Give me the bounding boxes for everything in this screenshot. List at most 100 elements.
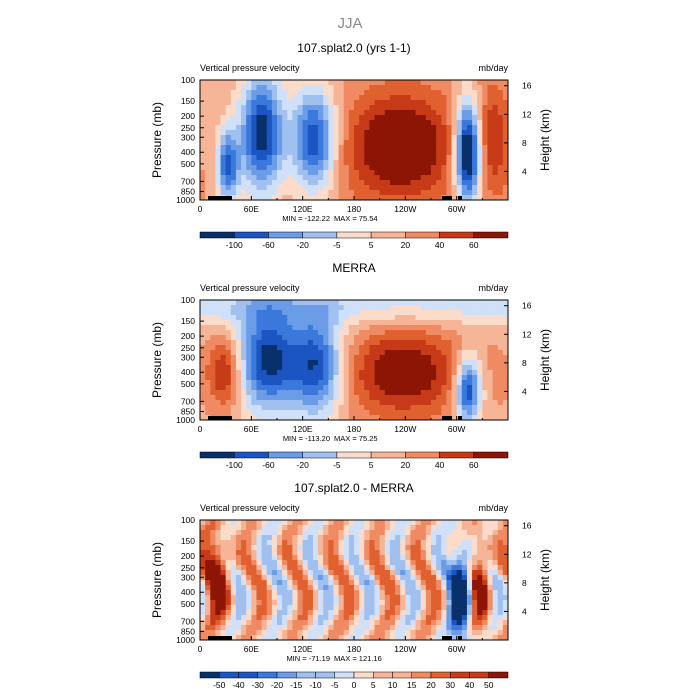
heatmap-cell <box>415 170 422 176</box>
heatmap-cell <box>200 110 206 116</box>
heatmap-cell <box>472 580 478 586</box>
heatmap-cell <box>256 340 262 346</box>
heatmap-cell <box>246 625 252 631</box>
heatmap-cell <box>487 340 493 346</box>
heatmap-cell <box>384 405 391 411</box>
heatmap-cell <box>431 390 437 396</box>
heatmap-cell <box>487 350 493 356</box>
heatmap-cell <box>451 80 458 86</box>
colorbar-label: 15 <box>407 680 417 690</box>
heatmap-cell <box>482 565 488 571</box>
heatmap-cell <box>225 325 232 331</box>
heatmap-cell <box>384 160 391 166</box>
heatmap-cell <box>328 135 334 141</box>
heatmap-cell <box>246 350 252 356</box>
heatmap-cell <box>266 520 273 526</box>
heatmap-cell <box>261 620 268 626</box>
heatmap-cell <box>333 90 339 96</box>
heatmap-cell <box>318 330 324 336</box>
heatmap-cell <box>420 180 427 186</box>
heatmap-cell <box>497 190 504 196</box>
heatmap-cell <box>395 120 401 126</box>
heatmap-cell <box>384 350 391 356</box>
heatmap-cell <box>425 95 432 101</box>
heatmap-cell <box>497 110 504 116</box>
heatmap-cell <box>415 380 422 386</box>
heatmap-cell <box>312 585 319 591</box>
heatmap-cell <box>431 140 437 146</box>
heatmap-cell <box>456 610 463 616</box>
colorbar-box <box>268 451 303 459</box>
heatmap-cell <box>410 545 416 551</box>
heatmap-cell <box>292 535 298 541</box>
heatmap-cell <box>369 120 375 126</box>
heatmap-cell <box>420 135 427 141</box>
heatmap-cell <box>271 315 278 321</box>
heatmap-cell <box>384 570 391 576</box>
heatmap-cell <box>210 345 216 351</box>
heatmap-cell <box>220 610 227 616</box>
heatmap-cell <box>374 145 381 151</box>
heatmap-cell <box>277 595 283 601</box>
heatmap-cell <box>477 625 483 631</box>
heatmap-cell <box>395 620 401 626</box>
heatmap-cell <box>456 530 463 536</box>
heatmap-cell <box>374 195 381 201</box>
heatmap-cell <box>502 610 509 616</box>
heatmap-cell <box>220 595 227 601</box>
heatmap-cell <box>287 405 293 411</box>
heatmap-cell <box>456 550 463 556</box>
y-tick-label: 400 <box>181 367 195 377</box>
heatmap-cell <box>446 385 452 391</box>
heatmap-cell <box>348 630 355 636</box>
heatmap-cell <box>431 195 437 201</box>
heatmap-cell <box>333 145 339 151</box>
heatmap-cell <box>451 340 458 346</box>
heatmap-cell <box>261 590 268 596</box>
heatmap-cell <box>389 170 396 176</box>
heatmap-cell <box>487 415 493 421</box>
heatmap-cell <box>318 185 324 191</box>
heatmap-cell <box>400 575 406 581</box>
heatmap-cell <box>348 135 355 141</box>
heatmap-cell <box>502 595 509 601</box>
heatmap-cell <box>415 390 422 396</box>
heatmap-cell <box>241 535 247 541</box>
heatmap-cell <box>282 390 288 396</box>
heatmap-cell <box>431 330 437 336</box>
heatmap-cell <box>200 100 206 106</box>
heatmap-cell <box>502 355 509 361</box>
heatmap-cell <box>297 315 304 321</box>
heatmap-cell <box>431 170 437 176</box>
heatmap-cell <box>256 600 262 606</box>
heatmap-cell <box>451 155 458 161</box>
heatmap-cell <box>446 580 452 586</box>
heatmap-cell <box>395 390 401 396</box>
heatmap-cell <box>200 90 206 96</box>
heatmap-cell <box>292 320 298 326</box>
heatmap-cell <box>246 110 252 116</box>
heatmap-cell <box>200 360 206 366</box>
heatmap-cell <box>307 80 314 86</box>
heatmap-cell <box>282 80 288 86</box>
heatmap-cell <box>451 355 458 361</box>
heatmap-cell <box>451 305 458 311</box>
heatmap-cell <box>400 175 406 181</box>
heatmap-cell <box>312 165 319 171</box>
heatmap-cell <box>451 410 458 416</box>
heatmap-cell <box>225 300 232 306</box>
heatmap-cell <box>220 115 227 121</box>
heatmap-cell <box>343 550 350 556</box>
heatmap-cell <box>241 620 247 626</box>
heatmap-cell <box>405 390 411 396</box>
heatmap-cell <box>364 600 370 606</box>
heatmap-cell <box>364 625 370 631</box>
heatmap-cell <box>400 525 406 531</box>
heatmap-cell <box>369 140 375 146</box>
heatmap-cell <box>333 125 339 131</box>
heatmap-cell <box>364 380 370 386</box>
heatmap-cell <box>323 130 329 136</box>
heatmap-cell <box>395 135 401 141</box>
heatmap-cell <box>482 375 488 381</box>
heatmap-cell <box>230 540 237 546</box>
